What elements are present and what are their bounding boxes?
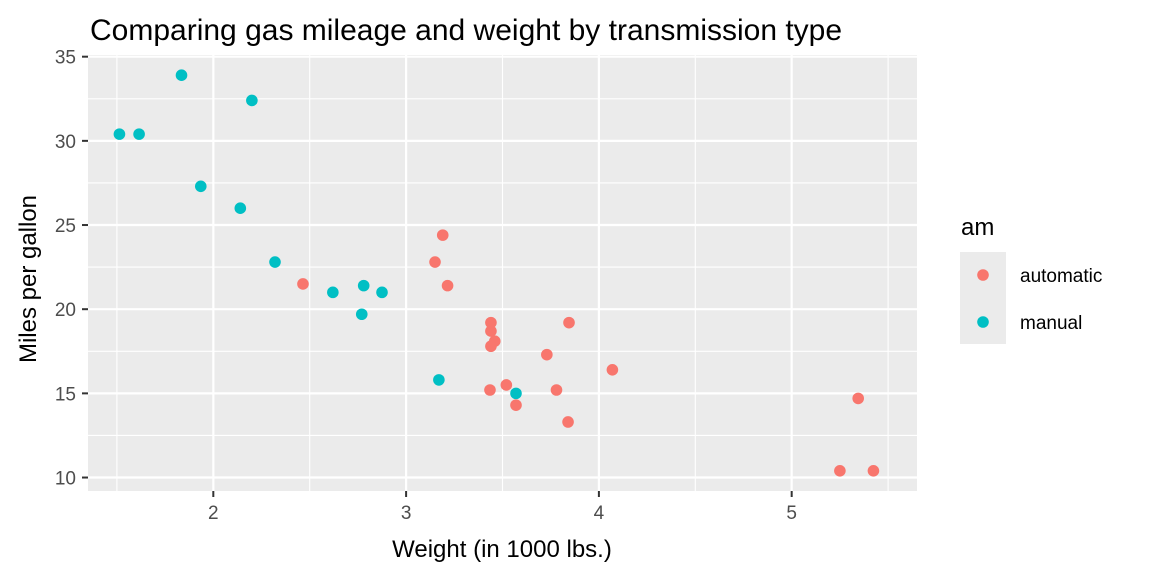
data-points — [113, 69, 880, 477]
point-automatic — [562, 416, 574, 428]
point-automatic — [563, 316, 575, 329]
point-automatic — [867, 464, 880, 477]
x-axis: 2 3 4 5 — [208, 491, 797, 524]
y-tick-label: 35 — [55, 48, 76, 69]
gridlines — [88, 55, 917, 491]
legend-key-manual — [977, 316, 989, 328]
point-automatic — [484, 384, 496, 396]
legend-title: am — [961, 214, 994, 241]
x-tick-label: 2 — [208, 503, 219, 524]
y-axis: 10 15 20 25 30 35 — [55, 48, 88, 490]
point-automatic — [436, 229, 449, 241]
x-axis-title: Weight (in 1000 lbs.) — [392, 536, 612, 563]
point-manual — [269, 256, 281, 268]
point-manual — [246, 94, 258, 107]
point-automatic — [834, 464, 846, 477]
point-manual — [175, 69, 188, 82]
point-manual — [133, 128, 145, 140]
y-tick-label: 30 — [55, 132, 76, 153]
x-tick-label: 3 — [401, 503, 412, 524]
y-tick-label: 25 — [55, 216, 76, 237]
legend-key-automatic — [977, 269, 989, 281]
point-automatic — [510, 399, 522, 411]
point-automatic — [297, 278, 309, 290]
point-automatic — [541, 348, 553, 361]
point-manual — [113, 128, 126, 140]
point-manual — [357, 279, 370, 292]
y-tick-label: 10 — [55, 469, 76, 490]
point-manual — [234, 202, 247, 214]
point-automatic — [500, 379, 513, 391]
point-automatic — [429, 256, 441, 268]
point-manual — [327, 286, 339, 299]
point-automatic — [606, 363, 619, 376]
legend-key-background — [960, 252, 1006, 344]
y-tick-label: 15 — [55, 384, 76, 405]
point-automatic — [852, 392, 864, 405]
chart-title: Comparing gas mileage and weight by tran… — [90, 14, 842, 47]
x-tick-label: 5 — [786, 503, 797, 524]
legend-label-manual: manual — [1020, 313, 1082, 334]
point-automatic — [485, 340, 497, 353]
point-automatic — [485, 316, 497, 329]
point-automatic — [485, 325, 497, 337]
point-manual — [194, 180, 207, 193]
legend-label-automatic: automatic — [1020, 266, 1102, 287]
y-axis-title: Miles per gallon — [15, 195, 42, 363]
point-manual — [510, 387, 522, 400]
point-manual — [376, 286, 388, 299]
x-tick-label: 4 — [594, 503, 605, 524]
point-manual — [433, 374, 445, 386]
point-automatic — [441, 279, 454, 292]
point-manual — [355, 308, 368, 321]
point-automatic — [550, 384, 563, 396]
legend: am automatic manual — [960, 214, 1102, 344]
y-tick-label: 20 — [55, 300, 76, 321]
